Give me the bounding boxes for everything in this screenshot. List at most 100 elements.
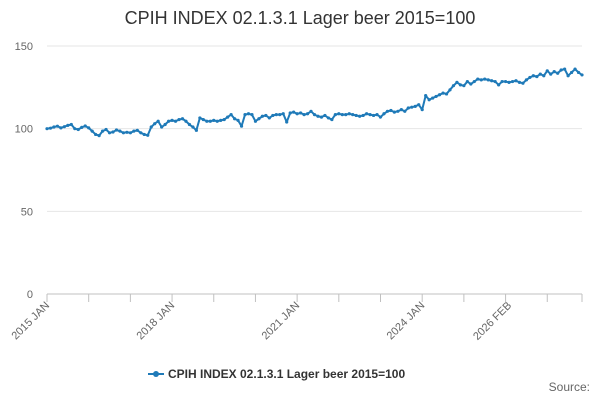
data-point bbox=[73, 127, 77, 131]
data-point bbox=[392, 110, 397, 114]
data-point bbox=[302, 113, 306, 117]
data-point bbox=[219, 118, 223, 122]
y-tick-label: 50 bbox=[21, 206, 33, 218]
data-point bbox=[250, 113, 254, 117]
data-point bbox=[323, 113, 327, 118]
data-point bbox=[55, 124, 60, 128]
data-point bbox=[413, 104, 417, 108]
data-point bbox=[576, 70, 581, 75]
grid-layer bbox=[47, 45, 582, 212]
data-point bbox=[469, 82, 473, 86]
data-point bbox=[97, 134, 101, 138]
data-point bbox=[246, 112, 251, 116]
data-point bbox=[455, 80, 459, 84]
data-point bbox=[173, 119, 178, 123]
data-point bbox=[305, 112, 310, 116]
data-point bbox=[427, 98, 431, 102]
data-point bbox=[420, 108, 424, 112]
data-point bbox=[264, 113, 268, 118]
data-point bbox=[239, 124, 244, 128]
data-point bbox=[166, 119, 171, 123]
data-point bbox=[531, 74, 535, 78]
data-point bbox=[201, 117, 205, 122]
data-point bbox=[45, 127, 49, 131]
data-point bbox=[222, 117, 226, 122]
data-point bbox=[371, 113, 376, 118]
data-point bbox=[403, 109, 407, 113]
data-point bbox=[267, 116, 271, 120]
data-point bbox=[465, 79, 469, 84]
data-point bbox=[490, 79, 494, 83]
data-point bbox=[163, 122, 167, 127]
data-point bbox=[569, 70, 574, 75]
data-point bbox=[232, 117, 237, 121]
data-point bbox=[184, 119, 188, 123]
data-point bbox=[48, 126, 53, 130]
data-point bbox=[451, 84, 456, 88]
data-point bbox=[333, 113, 337, 117]
data-point bbox=[431, 96, 435, 100]
data-point bbox=[87, 126, 91, 130]
data-point bbox=[285, 120, 289, 124]
data-point bbox=[406, 106, 410, 110]
data-point bbox=[361, 113, 365, 118]
data-point bbox=[382, 112, 386, 116]
data-point bbox=[444, 92, 449, 96]
data-point bbox=[170, 118, 174, 122]
data-point bbox=[66, 123, 70, 127]
data-point bbox=[243, 113, 247, 117]
data-point bbox=[337, 112, 341, 116]
data-point bbox=[208, 119, 212, 123]
data-point bbox=[538, 72, 542, 76]
data-point bbox=[156, 119, 160, 123]
y-tick-label: 0 bbox=[27, 289, 33, 301]
chart-title: CPIH INDEX 02.1.3.1 Lager beer 2015=100 bbox=[124, 8, 476, 28]
data-point bbox=[142, 132, 146, 137]
data-point bbox=[125, 130, 129, 134]
data-point bbox=[118, 129, 122, 133]
data-point bbox=[517, 80, 522, 84]
data-point bbox=[295, 112, 299, 116]
data-point bbox=[198, 116, 202, 120]
data-point bbox=[580, 73, 584, 77]
data-point bbox=[180, 117, 185, 121]
data-point bbox=[556, 71, 560, 75]
data-point bbox=[472, 79, 476, 84]
data-point bbox=[458, 83, 463, 87]
data-point bbox=[111, 130, 115, 134]
data-point bbox=[340, 113, 344, 117]
x-tick-label: 2024 JAN bbox=[385, 300, 428, 343]
data-point bbox=[483, 77, 487, 81]
y-tick-label: 150 bbox=[15, 41, 33, 53]
data-point bbox=[149, 125, 153, 129]
data-point bbox=[476, 77, 480, 81]
data-point bbox=[389, 108, 393, 113]
legend-marker-icon bbox=[153, 371, 159, 377]
data-point bbox=[59, 126, 63, 130]
legend[interactable]: CPIH INDEX 02.1.3.1 Lager beer 2015=100 bbox=[148, 367, 405, 381]
data-point bbox=[528, 75, 532, 80]
data-point bbox=[347, 112, 351, 116]
data-point bbox=[281, 112, 285, 116]
data-point bbox=[309, 109, 313, 113]
data-point bbox=[378, 115, 383, 119]
data-point bbox=[62, 125, 66, 129]
data-point bbox=[507, 80, 511, 84]
x-tick-label: 2015 JAN bbox=[9, 300, 52, 343]
data-point bbox=[396, 109, 400, 113]
data-point bbox=[139, 131, 143, 135]
data-point bbox=[215, 119, 219, 123]
data-point bbox=[437, 93, 442, 97]
data-point bbox=[160, 125, 164, 129]
data-point bbox=[354, 113, 358, 118]
data-point bbox=[187, 122, 192, 127]
data-point bbox=[535, 74, 539, 79]
data-point bbox=[385, 109, 390, 113]
data-point bbox=[257, 117, 261, 121]
data-point bbox=[260, 114, 264, 118]
axis-layer: 0 50 100 150 2015 JAN 2018 JAN 2021 JAN 2024 JA… bbox=[9, 41, 583, 343]
data-point bbox=[330, 117, 334, 122]
data-point bbox=[500, 79, 504, 84]
